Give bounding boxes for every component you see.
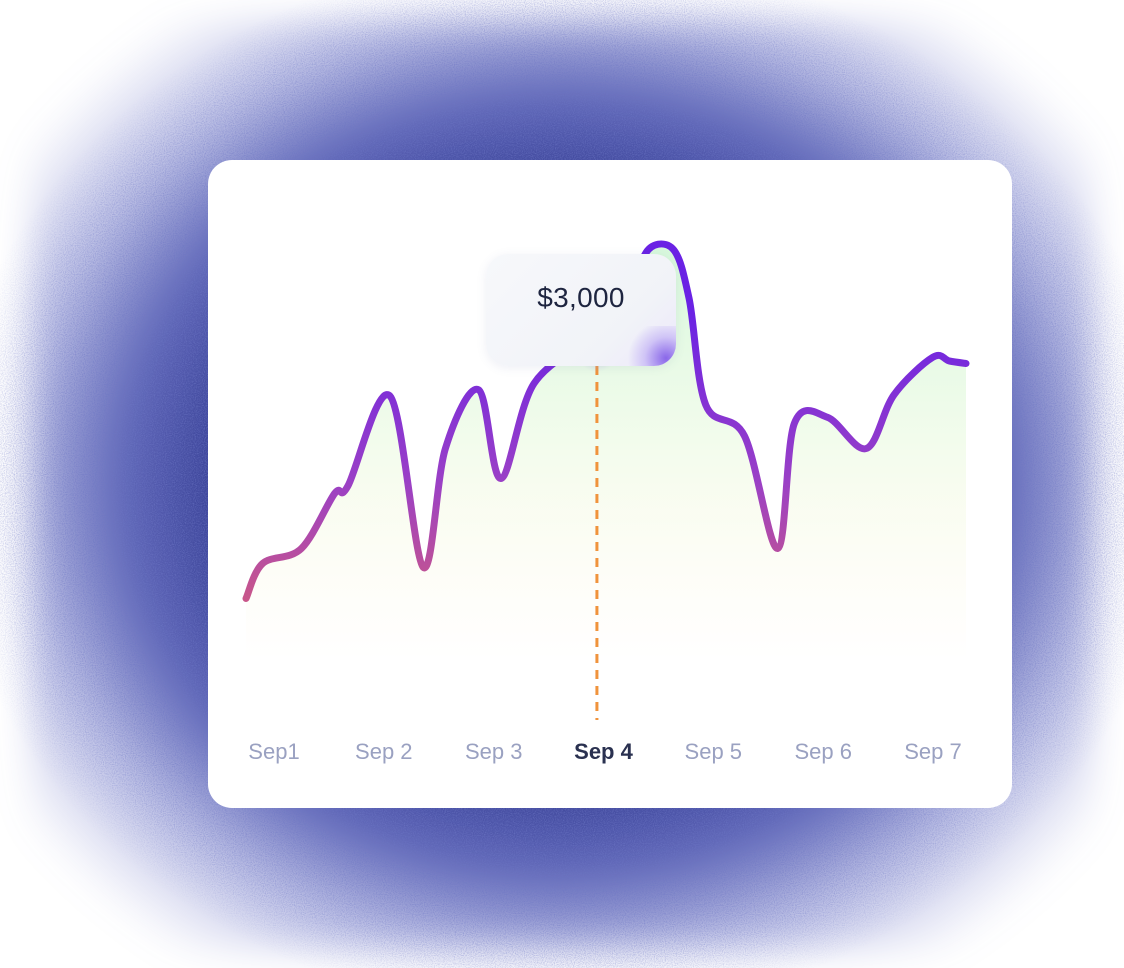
x-tick-label[interactable]: Sep1 — [248, 739, 299, 764]
x-tick-label[interactable]: Sep 6 — [794, 739, 852, 764]
x-tick-label[interactable]: Sep 5 — [685, 739, 743, 764]
x-tick-label[interactable]: Sep 4 — [574, 739, 633, 764]
area-fill — [246, 243, 966, 660]
x-tick-label[interactable]: Sep 3 — [465, 739, 523, 764]
tooltip-value: $3,000 — [537, 282, 625, 313]
x-tick-label[interactable]: Sep 7 — [904, 739, 962, 764]
x-axis: Sep1 Sep 2 Sep 3 Sep 4 Sep 5 Sep 6 Sep 7 — [248, 739, 961, 764]
x-tick-label[interactable]: Sep 2 — [355, 739, 413, 764]
chart-card: Sep1 Sep 2 Sep 3 Sep 4 Sep 5 Sep 6 Sep 7 $3,00… — [208, 160, 1012, 808]
value-tooltip: $3,000 — [486, 254, 676, 366]
